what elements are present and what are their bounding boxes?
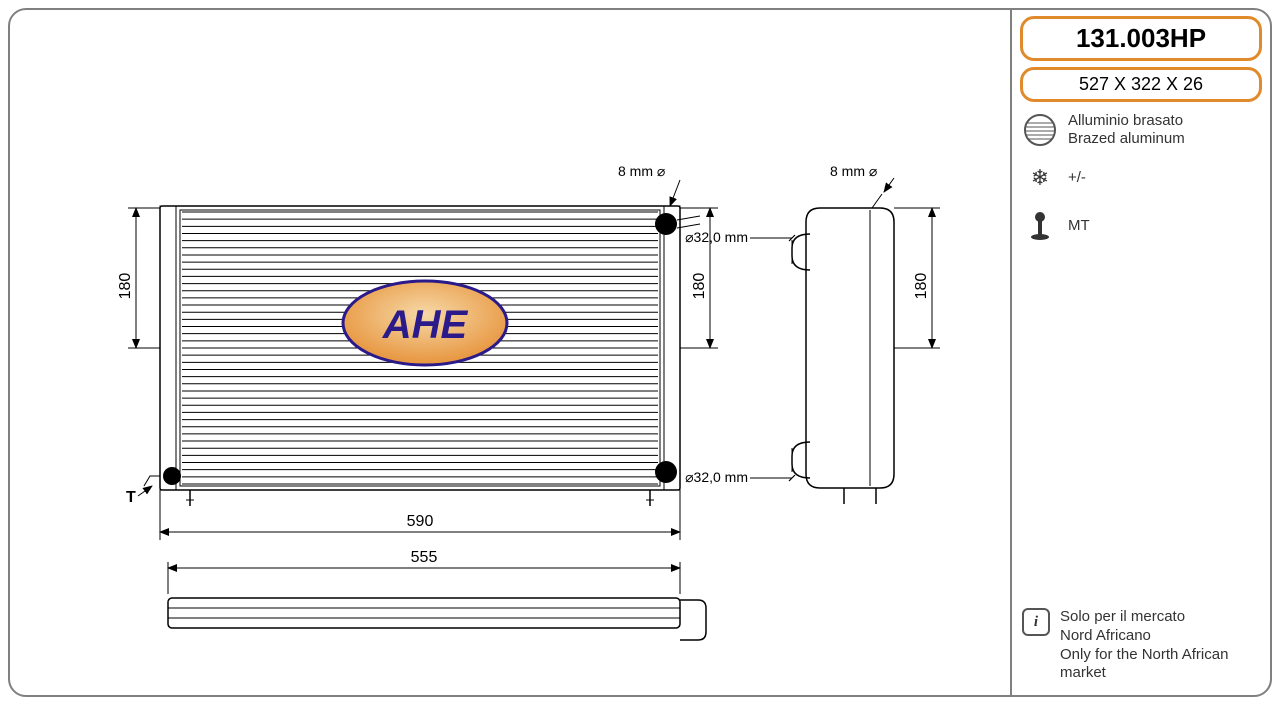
t-label: T (126, 489, 136, 506)
snowflake-icon: ❄ (1022, 160, 1058, 196)
note-l3: Only for the North African (1060, 646, 1228, 665)
material-spec: Alluminio brasato Brazed aluminum (1012, 106, 1270, 154)
part-number: 131.003HP (1020, 16, 1262, 61)
climate-spec: ❄ +/- (1012, 154, 1270, 202)
dim-555: 555 (411, 549, 438, 566)
spec-sidebar: 131.003HP 527 X 322 X 26 Alluminio brasa… (1010, 10, 1270, 695)
brand-logo: AHE (340, 278, 510, 368)
note-l1: Solo per il mercato (1060, 608, 1228, 627)
market-note: i Solo per il mercato Nord Africano Only… (1022, 608, 1260, 683)
technical-drawing: T 8 mm ⌀ 180 180 590 (10, 10, 1010, 695)
note-l4: market (1060, 664, 1228, 683)
transmission-spec: MT (1012, 202, 1270, 250)
figure-frame: T 8 mm ⌀ 180 180 590 (8, 8, 1272, 697)
inlet-size-side: 8 mm ⌀ (830, 163, 877, 179)
material-it: Alluminio brasato (1068, 112, 1185, 130)
material-en: Brazed aluminum (1068, 130, 1185, 148)
gearstick-icon (1022, 208, 1058, 244)
overall-dimensions: 527 X 322 X 26 (1020, 67, 1262, 102)
climate-value: +/- (1068, 169, 1086, 187)
side-view: 8 mm ⌀ 180 ⌀32,0 mm ⌀32,0 mm (685, 163, 940, 504)
material-icon (1022, 112, 1058, 148)
drawing-svg: T 8 mm ⌀ 180 180 590 (10, 10, 1010, 695)
transmission-value: MT (1068, 217, 1090, 235)
dim-180-left: 180 (117, 273, 134, 300)
dim-180-right: 180 (691, 273, 708, 300)
dim-590: 590 (407, 513, 434, 530)
dim-180-side: 180 (913, 273, 930, 300)
info-icon: i (1022, 608, 1050, 636)
note-l2: Nord Africano (1060, 627, 1228, 646)
port-dia-top: ⌀32,0 mm (685, 229, 748, 245)
bottom-view: 555 (168, 549, 706, 640)
logo-text: AHE (382, 303, 469, 347)
port-dia-bottom: ⌀32,0 mm (685, 469, 748, 485)
inlet-size-front: 8 mm ⌀ (618, 163, 665, 179)
